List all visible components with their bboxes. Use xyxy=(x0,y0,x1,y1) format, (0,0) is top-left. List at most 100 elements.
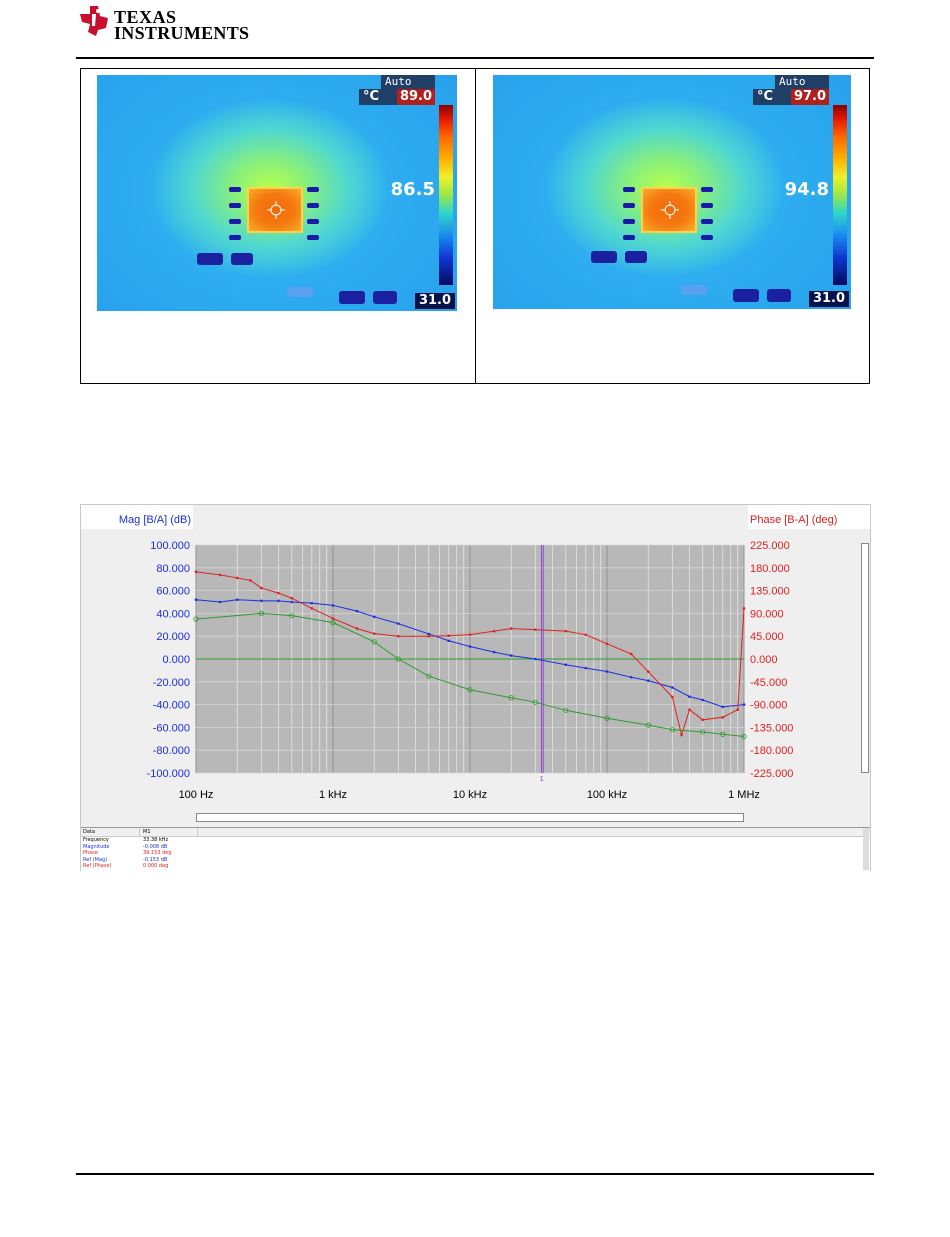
bode-plot: 100.000 80.000 60.000 40.000 20.000 0.000 -20.… xyxy=(81,505,870,825)
data-table-header-data: Data xyxy=(83,829,95,835)
reference-point xyxy=(467,687,473,693)
phase-point xyxy=(372,632,376,635)
left-tick-label: -20.000 xyxy=(153,677,190,689)
phase-point xyxy=(671,695,674,699)
phase-point xyxy=(310,607,314,610)
right-tick-label: -135.000 xyxy=(750,722,793,734)
phase-point xyxy=(277,591,280,595)
header-rule xyxy=(76,57,874,59)
right-tick-label: 0.000 xyxy=(750,654,778,666)
reference-point xyxy=(604,715,610,721)
logo-text-line2: INSTRUMENTS xyxy=(114,23,250,43)
thermal-max-value: 89.0 xyxy=(397,89,435,105)
thermal-cell-1: Auto °C 89.0 86.5 31.0 xyxy=(81,69,476,383)
table-row: Frequency 33.38 kHz xyxy=(83,837,169,843)
phase-point xyxy=(290,596,294,600)
thermal-color-scale xyxy=(833,105,847,285)
crosshair-icon xyxy=(661,201,679,219)
crosshair-icon xyxy=(267,201,285,219)
left-tick-label: 60.000 xyxy=(156,586,190,598)
phase-point xyxy=(564,629,568,633)
right-tick-label: -90.000 xyxy=(750,700,787,712)
reference-point xyxy=(700,729,706,735)
reference-point xyxy=(741,733,747,740)
vertical-scrollbar[interactable] xyxy=(861,543,869,773)
reference-point xyxy=(563,707,569,713)
magnitude-point xyxy=(194,598,198,602)
hotspot-ic xyxy=(641,187,697,233)
ti-logo-mark-icon xyxy=(80,6,108,36)
thermal-image-1: Auto °C 89.0 86.5 31.0 xyxy=(97,75,457,311)
left-tick-label: -80.000 xyxy=(153,745,190,757)
x-tick-label: 10 kHz xyxy=(453,789,487,801)
reference-point xyxy=(645,722,651,728)
magnitude-point xyxy=(260,599,263,603)
x-tick-label: 1 kHz xyxy=(319,789,347,801)
reference-point xyxy=(371,639,377,645)
thermal-mode-label: Auto xyxy=(381,75,435,89)
phase-point xyxy=(249,579,252,582)
thermal-unit-label: °C xyxy=(363,89,380,104)
thermal-spot-value: 86.5 xyxy=(390,179,435,200)
reference-point xyxy=(330,619,336,626)
phase-point xyxy=(331,617,335,620)
phase-point xyxy=(721,715,725,719)
phase-point xyxy=(260,586,263,590)
cursor-label: 1 xyxy=(540,776,544,783)
magnitude-point xyxy=(310,601,314,605)
left-tick-label: 20.000 xyxy=(156,631,190,643)
ti-logo: TEXAS INSTRUMENTS xyxy=(76,2,249,43)
data-table-header-m1: M1 xyxy=(143,829,151,835)
right-tick-label: 135.000 xyxy=(750,586,790,598)
reference-point xyxy=(258,610,264,617)
magnitude-point xyxy=(290,600,294,604)
phase-point xyxy=(235,576,239,580)
phase-point xyxy=(629,652,633,656)
thermal-mode-label: Auto xyxy=(775,75,829,89)
phase-point xyxy=(646,670,650,673)
phase-point xyxy=(534,628,537,631)
thermal-unit-box: °C 97.0 xyxy=(753,89,829,105)
table-row: Ref (Phase) 0.000 deg xyxy=(83,863,169,869)
thermal-color-scale xyxy=(439,105,453,285)
left-axis-title: Mag [B/A] (dB) xyxy=(119,514,191,526)
magnitude-point xyxy=(605,670,609,673)
data-table-scrollbar[interactable] xyxy=(863,828,869,870)
magnitude-point xyxy=(742,703,746,706)
phase-point xyxy=(447,634,451,637)
thermal-max-value: 97.0 xyxy=(791,89,829,105)
thermal-min-value: 31.0 xyxy=(415,293,455,309)
left-tick-label: 80.000 xyxy=(156,563,190,575)
thermal-cell-2: Auto °C 97.0 94.8 31.0 xyxy=(476,69,870,383)
table-row: Magnitude -0.008 dB xyxy=(83,843,168,850)
x-tick-label: 100 Hz xyxy=(179,789,214,801)
left-tick-label: -60.000 xyxy=(153,722,190,734)
magnitude-point xyxy=(468,645,472,648)
magnitude-point xyxy=(235,598,239,602)
right-axis-title: Phase [B-A] (deg) xyxy=(750,514,837,526)
left-tick-label: 0.000 xyxy=(162,654,190,666)
horizontal-scrollbar[interactable] xyxy=(196,813,744,822)
thermal-unit-label: °C xyxy=(757,89,774,104)
reference-point xyxy=(289,613,295,619)
magnitude-point xyxy=(701,698,705,702)
right-tick-label: -180.000 xyxy=(750,745,793,757)
footer-rule xyxy=(76,1173,874,1175)
x-tick-label: 1 MHz xyxy=(728,789,760,801)
reference-point xyxy=(426,673,432,679)
phase-point xyxy=(355,627,359,630)
right-title-bg xyxy=(748,505,870,529)
phase-point xyxy=(194,570,198,574)
marker-data-table: Data M1 Frequency 33.38 kHz Magnitude -0.0… xyxy=(81,827,870,871)
right-tick-label: 225.000 xyxy=(750,540,790,552)
table-row: Phase 39.153 deg xyxy=(83,850,172,856)
right-tick-label: 45.000 xyxy=(750,631,784,643)
left-tick-label: -100.000 xyxy=(147,768,190,780)
left-tick-label: -40.000 xyxy=(153,700,190,712)
magnitude-point xyxy=(509,654,513,657)
magnitude-point xyxy=(688,695,691,698)
phase-point xyxy=(397,634,400,638)
magnitude-point xyxy=(646,679,650,682)
right-tick-label: 90.000 xyxy=(750,608,784,620)
magnitude-point xyxy=(427,632,431,636)
